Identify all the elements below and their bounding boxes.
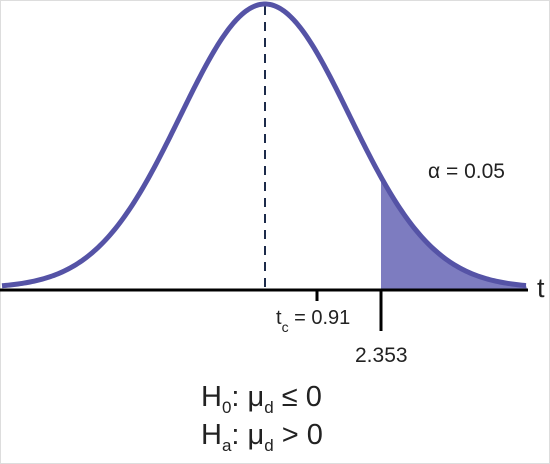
rejection-region: [381, 177, 527, 289]
alpha-label: α = 0.05: [428, 160, 505, 183]
subscript: d: [264, 398, 273, 417]
null-hypothesis: H0: μd ≤ 0: [201, 381, 322, 417]
rest: ≤ 0: [274, 381, 322, 413]
mid: : μ: [231, 381, 264, 413]
rest: > 0: [274, 419, 323, 451]
subscript: 0: [222, 398, 231, 417]
symbol: H: [201, 419, 222, 451]
axis-label: t: [537, 273, 545, 303]
alternative-hypothesis: Ha: μd > 0: [201, 419, 323, 455]
symbol: H: [201, 381, 222, 413]
subscript: c: [282, 319, 289, 335]
critical-value-label: 2.353: [355, 344, 408, 367]
value: = 0.91: [289, 307, 351, 329]
density-curve: [1, 1, 527, 289]
mid: : μ: [231, 419, 264, 451]
test-statistic-label: tc = 0.91: [276, 307, 350, 335]
subscript: a: [222, 436, 232, 455]
subscript: d: [264, 436, 273, 455]
symbol: t: [276, 307, 282, 329]
